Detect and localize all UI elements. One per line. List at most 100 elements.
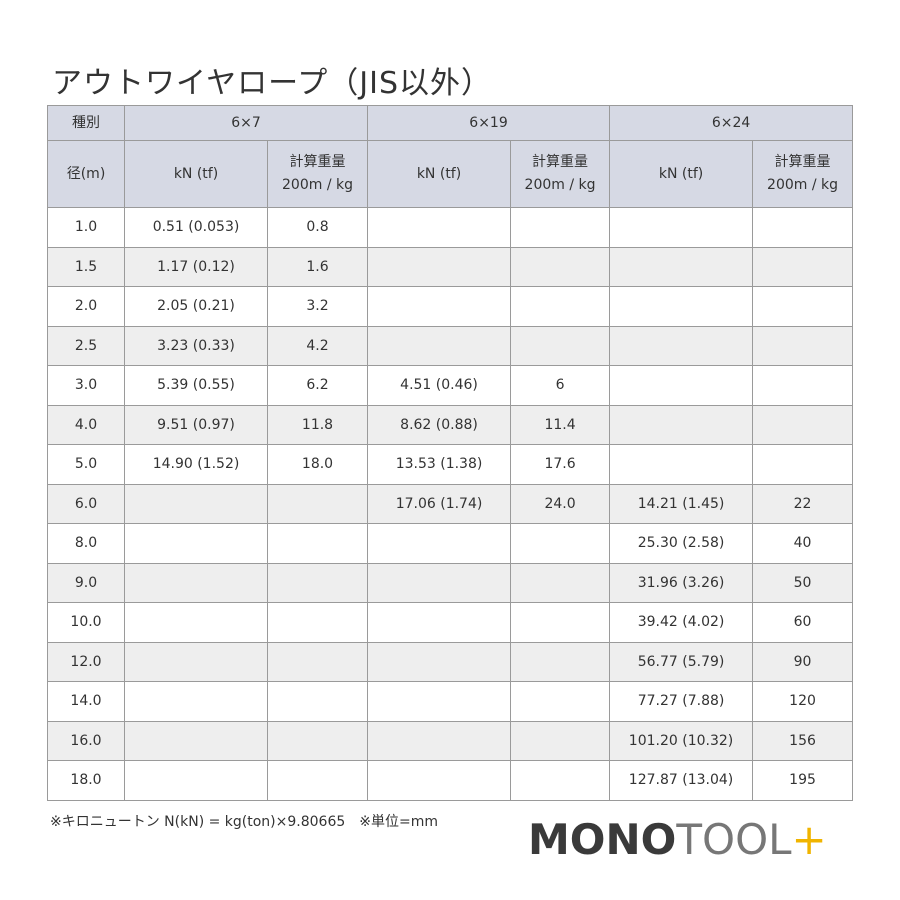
weight-cell-6x24 xyxy=(752,365,854,406)
kn-header: kN (tf) xyxy=(609,140,754,208)
kn-cell-6x7 xyxy=(124,760,268,801)
footnote: ※キロニュートン N(kN) = kg(ton)×9.80665 ※単位=mm xyxy=(50,814,438,830)
kn-cell-6x7: 3.23 (0.33) xyxy=(124,325,268,366)
type-header: 種別 xyxy=(47,105,125,141)
weight-cell-6x24: 156 xyxy=(752,720,854,761)
weight-cell-6x19 xyxy=(510,681,611,722)
table-row: 9.0 31.96 (3.26) 50 xyxy=(47,562,854,603)
weight-cell-6x24: 195 xyxy=(752,760,854,801)
kn-cell-6x7 xyxy=(124,562,268,603)
weight-cell-6x7 xyxy=(266,562,369,603)
weight-cell-6x7: 3.2 xyxy=(266,286,369,327)
weight-header: 計算重量 200m / kg xyxy=(752,140,854,208)
kn-cell-6x24: 56.77 (5.79) xyxy=(609,641,754,682)
diameter-cell: 12.0 xyxy=(47,641,125,682)
kn-cell-6x24 xyxy=(609,404,754,445)
wire-rope-spec-table: 種別 6×7 6×19 6×24 径(m) kN (tf) 計算重量 200m /… xyxy=(47,105,854,801)
diameter-cell: 4.0 xyxy=(47,404,125,445)
diameter-cell: 2.0 xyxy=(47,286,125,327)
weight-cell-6x19: 24.0 xyxy=(510,483,611,524)
table-row: 2.0 2.05 (0.21) 3.2 xyxy=(47,286,854,327)
kn-cell-6x7 xyxy=(124,602,268,643)
diameter-cell: 9.0 xyxy=(47,562,125,603)
kn-header: kN (tf) xyxy=(367,140,512,208)
kn-cell-6x19: 8.62 (0.88) xyxy=(367,404,512,445)
weight-cell-6x7 xyxy=(266,523,369,564)
kn-cell-6x19 xyxy=(367,681,512,722)
table-row: 12.0 56.77 (5.79) 90 xyxy=(47,641,854,682)
weight-cell-6x19 xyxy=(510,207,611,248)
diameter-cell: 6.0 xyxy=(47,483,125,524)
diameter-header: 径(m) xyxy=(47,140,125,208)
kn-cell-6x19 xyxy=(367,760,512,801)
weight-cell-6x19 xyxy=(510,641,611,682)
weight-cell-6x7: 11.8 xyxy=(266,404,369,445)
weight-cell-6x24: 50 xyxy=(752,562,854,603)
kn-cell-6x24: 127.87 (13.04) xyxy=(609,760,754,801)
kn-cell-6x24: 77.27 (7.88) xyxy=(609,681,754,722)
kn-cell-6x24 xyxy=(609,286,754,327)
table-row: 16.0 101.20 (10.32) 156 xyxy=(47,720,854,761)
weight-cell-6x24: 22 xyxy=(752,483,854,524)
weight-cell-6x19 xyxy=(510,523,611,564)
kn-cell-6x24: 25.30 (2.58) xyxy=(609,523,754,564)
weight-cell-6x7: 0.8 xyxy=(266,207,369,248)
kn-cell-6x24: 14.21 (1.45) xyxy=(609,483,754,524)
header-row-columns: 径(m) kN (tf) 計算重量 200m / kg kN (tf) 計算重量 2… xyxy=(47,140,854,208)
weight-cell-6x7 xyxy=(266,602,369,643)
diameter-cell: 8.0 xyxy=(47,523,125,564)
page-title: アウトワイヤロープ（JIS以外） xyxy=(52,66,493,101)
group-header-6x24: 6×24 xyxy=(609,105,854,141)
weight-cell-6x7 xyxy=(266,681,369,722)
weight-cell-6x24: 120 xyxy=(752,681,854,722)
weight-cell-6x19 xyxy=(510,562,611,603)
diameter-cell: 1.0 xyxy=(47,207,125,248)
weight-header: 計算重量 200m / kg xyxy=(510,140,611,208)
table-body: 1.0 0.51 (0.053) 0.8 1.5 1.17 (0.12) 1.6 2.0 2.… xyxy=(47,207,854,801)
kn-cell-6x19 xyxy=(367,207,512,248)
kn-cell-6x19 xyxy=(367,246,512,287)
weight-cell-6x24: 90 xyxy=(752,641,854,682)
kn-cell-6x19 xyxy=(367,602,512,643)
kn-cell-6x7: 2.05 (0.21) xyxy=(124,286,268,327)
kn-cell-6x24: 101.20 (10.32) xyxy=(609,720,754,761)
logo-mono: MONO xyxy=(528,815,677,864)
weight-cell-6x7 xyxy=(266,720,369,761)
kn-cell-6x7 xyxy=(124,681,268,722)
weight-cell-6x19 xyxy=(510,760,611,801)
kn-cell-6x19: 4.51 (0.46) xyxy=(367,365,512,406)
table-row: 1.0 0.51 (0.053) 0.8 xyxy=(47,207,854,248)
weight-header: 計算重量 200m / kg xyxy=(266,140,369,208)
kn-cell-6x7: 5.39 (0.55) xyxy=(124,365,268,406)
diameter-cell: 10.0 xyxy=(47,602,125,643)
weight-cell-6x19: 6 xyxy=(510,365,611,406)
kn-cell-6x19: 17.06 (1.74) xyxy=(367,483,512,524)
kn-cell-6x19 xyxy=(367,641,512,682)
weight-cell-6x7 xyxy=(266,641,369,682)
weight-cell-6x24 xyxy=(752,444,854,485)
kn-cell-6x19 xyxy=(367,325,512,366)
diameter-cell: 16.0 xyxy=(47,720,125,761)
kn-cell-6x7: 9.51 (0.97) xyxy=(124,404,268,445)
kn-cell-6x7: 0.51 (0.053) xyxy=(124,207,268,248)
logo-plus: + xyxy=(791,815,827,864)
kn-cell-6x7: 1.17 (0.12) xyxy=(124,246,268,287)
kn-cell-6x19: 13.53 (1.38) xyxy=(367,444,512,485)
weight-cell-6x19 xyxy=(510,286,611,327)
kn-cell-6x24 xyxy=(609,444,754,485)
brand-logo: MONOTOOL+ xyxy=(528,815,827,864)
table-row: 14.0 77.27 (7.88) 120 xyxy=(47,681,854,722)
diameter-cell: 2.5 xyxy=(47,325,125,366)
weight-cell-6x19: 17.6 xyxy=(510,444,611,485)
kn-cell-6x7: 14.90 (1.52) xyxy=(124,444,268,485)
weight-cell-6x19 xyxy=(510,325,611,366)
table-row: 4.0 9.51 (0.97) 11.8 8.62 (0.88) 11.4 xyxy=(47,404,854,445)
kn-cell-6x24 xyxy=(609,207,754,248)
header-row-type: 種別 6×7 6×19 6×24 xyxy=(47,105,854,141)
kn-cell-6x19 xyxy=(367,562,512,603)
kn-cell-6x24 xyxy=(609,325,754,366)
kn-cell-6x7 xyxy=(124,523,268,564)
diameter-cell: 14.0 xyxy=(47,681,125,722)
weight-cell-6x24 xyxy=(752,286,854,327)
table-row: 3.0 5.39 (0.55) 6.2 4.51 (0.46) 6 xyxy=(47,365,854,406)
